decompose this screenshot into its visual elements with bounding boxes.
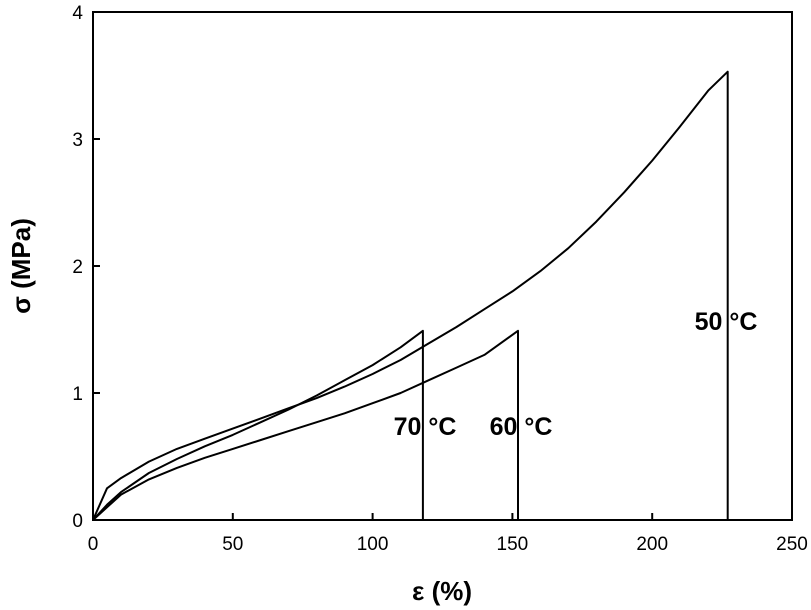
plot-frame [92,11,793,521]
y-tick-label: 2 [72,257,83,278]
series-line-0 [92,70,729,521]
x-tick-label: 50 [222,534,243,555]
series-line-2 [92,329,424,521]
series-layer [92,70,729,521]
x-tick-label: 150 [497,534,529,555]
y-tick-label: 3 [72,130,83,151]
x-tick-label: 100 [357,534,389,555]
annotation-70c: 70 °C [394,413,457,441]
ticks-layer: 0 50 100 150 200 250 0 1 2 3 4 [72,3,807,555]
y-axis-title: σ (MPa) [6,218,36,314]
x-axis-title: ε (%) [412,576,472,606]
annotation-60c: 60 °C [490,413,553,441]
annotation-50c: 50 °C [695,308,758,336]
series-line-1 [92,329,519,521]
x-tick-label: 200 [636,534,668,555]
y-tick-label: 0 [72,511,83,532]
x-tick-label: 250 [776,534,808,555]
y-tick-label: 1 [72,384,83,405]
y-tick-label: 4 [72,3,83,24]
x-tick-label: 0 [88,534,99,555]
